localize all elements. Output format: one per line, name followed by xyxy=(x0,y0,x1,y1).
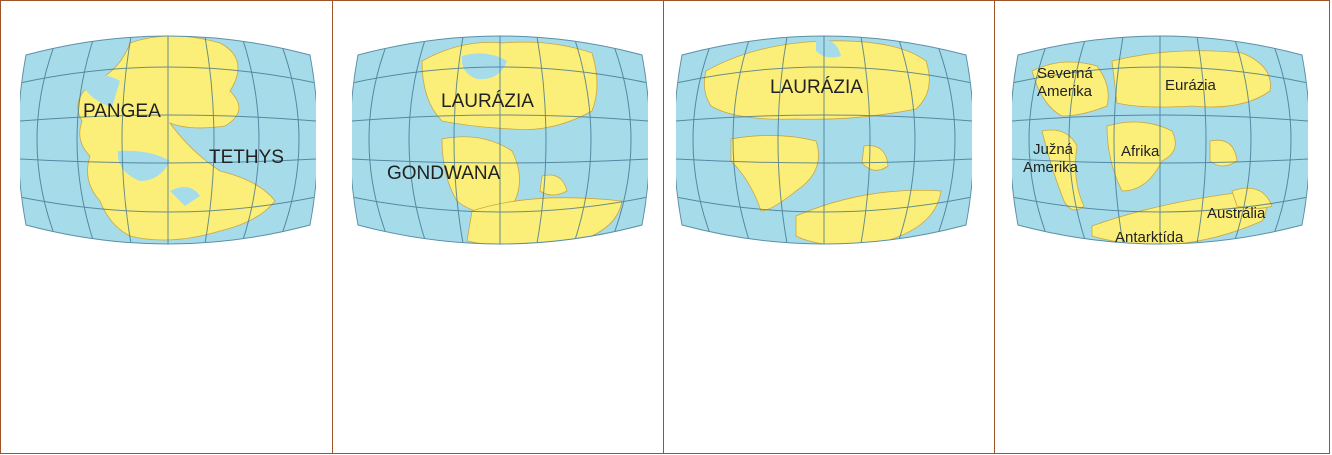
label-laurazia: LAURÁZIA xyxy=(441,91,534,112)
label-afrika: Afrika xyxy=(1121,143,1160,160)
label-laurazia: LAURÁZIA xyxy=(770,77,863,98)
pangea-map xyxy=(20,31,316,249)
label-tethys: TETHYS xyxy=(209,147,284,168)
laurazia-gondwana-map xyxy=(352,31,648,249)
label-pangea: PANGEA xyxy=(83,101,161,122)
label-australia: Austrália xyxy=(1207,205,1266,222)
laurazia-map xyxy=(676,31,972,249)
modern-map xyxy=(1012,31,1308,249)
label-severna: Severná xyxy=(1037,65,1093,82)
label-antarktida: Antarktída xyxy=(1115,229,1184,246)
panel-laurazia-gondwana: LAURÁZIA GONDWANA xyxy=(333,1,664,453)
panel-pangea: PANGEA TETHYS xyxy=(1,1,333,453)
label-gondwana: GONDWANA xyxy=(387,163,501,184)
panel-laurazia: LAURÁZIA xyxy=(664,1,995,453)
label-eurazia: Eurázia xyxy=(1165,77,1216,94)
label-juzna-amerika: Amerika xyxy=(1023,159,1079,176)
label-juzna: Južná xyxy=(1033,141,1074,158)
label-severna-amerika: Amerika xyxy=(1037,83,1093,100)
panel-modern-continents: Severná Amerika Eurázia Južná Amerika Af… xyxy=(995,1,1329,453)
